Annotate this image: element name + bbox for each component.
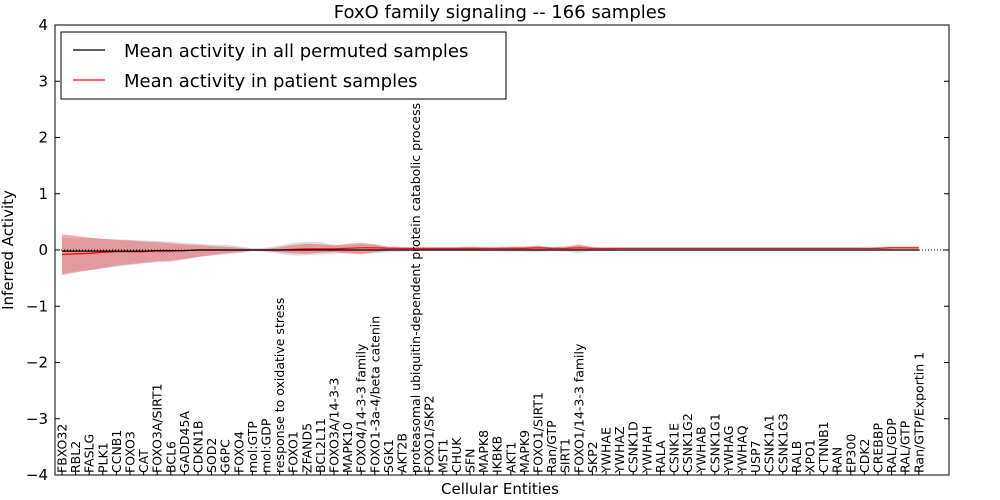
x-tick-label: FASLG bbox=[82, 434, 97, 473]
x-tick-label: RAN bbox=[830, 447, 845, 473]
x-tick-label: RALA bbox=[653, 440, 668, 473]
x-tick-label: CSNK1A1 bbox=[762, 414, 777, 473]
x-tick-label: CSNK1E bbox=[667, 423, 682, 473]
x-tick-label: FOXO3A/SIRT1 bbox=[150, 383, 165, 473]
x-tick-label: YWHAZ bbox=[612, 426, 627, 474]
x-tick-label: CSNK1G3 bbox=[775, 413, 790, 473]
x-tick-label: YWHAE bbox=[599, 427, 614, 474]
legend-label-patient: Mean activity in patient samples bbox=[124, 71, 418, 92]
x-tick-label: CAT bbox=[136, 449, 151, 473]
x-tick-label: CDKN1B bbox=[191, 421, 206, 473]
x-tick-label: PLK1 bbox=[95, 442, 110, 473]
x-tick-label: FOXO1 bbox=[286, 431, 301, 473]
x-tick-label: Ran/GTP/Exportin 1 bbox=[911, 352, 926, 473]
x-tick-label: FOXO3A/14-3-3 bbox=[327, 378, 342, 473]
legend-label-permuted: Mean activity in all permuted samples bbox=[124, 41, 468, 62]
y-tick-label: −3 bbox=[26, 410, 48, 428]
x-tick-label: FOXO1-3a-4/beta catenin bbox=[367, 316, 382, 473]
x-tick-label: CSNK1G2 bbox=[680, 413, 695, 473]
x-tick-label: SFN bbox=[463, 449, 478, 473]
line-permuted bbox=[62, 249, 919, 252]
x-tick-label: MAPK9 bbox=[517, 430, 532, 473]
y-tick-label: 0 bbox=[38, 241, 48, 259]
x-tick-label: mol:GDP bbox=[259, 418, 274, 473]
x-tick-label: MST1 bbox=[435, 439, 450, 473]
x-tick-label: YWHAQ bbox=[735, 425, 750, 474]
plot-frame bbox=[54, 24, 950, 476]
x-tick-label: CTNNB1 bbox=[816, 421, 831, 473]
legend: Mean activity in all permuted samples Me… bbox=[60, 31, 507, 100]
x-tick-label: YWHAG bbox=[721, 426, 736, 474]
x-tick-label: GADD45A bbox=[177, 411, 192, 473]
x-tick-label: RAL/GTP bbox=[898, 420, 913, 473]
x-tick-label: FBXO32 bbox=[55, 424, 70, 473]
y-tick-label: −1 bbox=[26, 297, 48, 315]
band-patient bbox=[62, 234, 919, 276]
x-tick-label: YWHAH bbox=[639, 426, 654, 474]
x-tick-label: FOXO3 bbox=[123, 431, 138, 473]
x-tick-label: FOXO1/SIRT1 bbox=[531, 392, 546, 473]
y-tick-label: 1 bbox=[38, 185, 48, 203]
x-tick-label: mol:GTP bbox=[245, 421, 260, 473]
x-tick-label: response to oxidative stress bbox=[272, 298, 287, 473]
x-tick-label: BCL6 bbox=[163, 441, 178, 473]
x-tick-label: CSNK1D bbox=[626, 421, 641, 473]
x-tick-label: USP7 bbox=[748, 440, 763, 473]
chart-title: FoxO family signaling -- 166 samples bbox=[334, 2, 666, 23]
y-tick-label: 4 bbox=[38, 16, 48, 34]
band-permuted bbox=[62, 237, 919, 274]
x-axis-ticks: FBXO32RBL2FASLGPLK1CCNB1FOXO3CATFOXO3A/S… bbox=[55, 103, 926, 475]
x-tick-label: SOD2 bbox=[204, 438, 219, 473]
series-lines bbox=[61, 247, 919, 256]
x-tick-label: CDK2 bbox=[857, 438, 872, 473]
x-tick-label: BCL2L11 bbox=[313, 418, 328, 473]
y-tick-label: −4 bbox=[26, 466, 48, 484]
x-tick-label: CCNB1 bbox=[109, 430, 124, 473]
y-tick-label: 2 bbox=[38, 129, 48, 147]
confidence-bands bbox=[62, 234, 919, 276]
x-tick-label: CREBBP bbox=[871, 423, 886, 473]
x-tick-label: CSNK1G1 bbox=[707, 413, 722, 473]
x-tick-label: Ran/GTP bbox=[544, 420, 559, 473]
x-tick-label: SKP2 bbox=[585, 441, 600, 473]
x-tick-label: CHUK bbox=[449, 437, 464, 473]
x-tick-label: IKBKB bbox=[490, 436, 505, 473]
x-tick-label: FOXO4 bbox=[231, 431, 246, 473]
x-tick-label: SIRT1 bbox=[558, 438, 573, 473]
y-axis-label: Inferred Activity bbox=[0, 190, 17, 310]
x-tick-label: ZFAND5 bbox=[299, 423, 314, 473]
x-tick-label: FOXO1/SKP2 bbox=[422, 395, 437, 473]
x-axis-label: Cellular Entities bbox=[441, 480, 559, 498]
x-tick-label: RALB bbox=[789, 441, 804, 473]
x-tick-label: G6PC bbox=[218, 439, 233, 473]
x-tick-label: RBL2 bbox=[68, 441, 83, 473]
x-tick-label: XPO1 bbox=[803, 439, 818, 473]
x-tick-label: FOXO4/14-3-3 family bbox=[354, 343, 369, 473]
x-tick-label: MAPK8 bbox=[476, 430, 491, 473]
x-tick-label: SGK1 bbox=[381, 439, 396, 473]
legend-box bbox=[60, 31, 507, 100]
x-tick-label: MAPK10 bbox=[340, 422, 355, 473]
x-tick-label: EP300 bbox=[843, 434, 858, 473]
x-tick-label: FOXO1/14-3-3 family bbox=[571, 343, 586, 473]
y-tick-label: −2 bbox=[26, 354, 48, 372]
x-tick-label: AKT2B bbox=[395, 433, 410, 473]
x-tick-label: RAL/GDP bbox=[884, 418, 899, 473]
x-tick-label: proteasomal ubiquitin-dependent protein … bbox=[408, 103, 423, 473]
y-axis-ticks: −4 −3 −2 −1 0 1 2 3 4 bbox=[26, 16, 949, 484]
y-tick-label: 3 bbox=[38, 72, 48, 90]
x-tick-label: YWHAB bbox=[694, 426, 709, 474]
x-tick-label: AKT1 bbox=[503, 442, 518, 473]
